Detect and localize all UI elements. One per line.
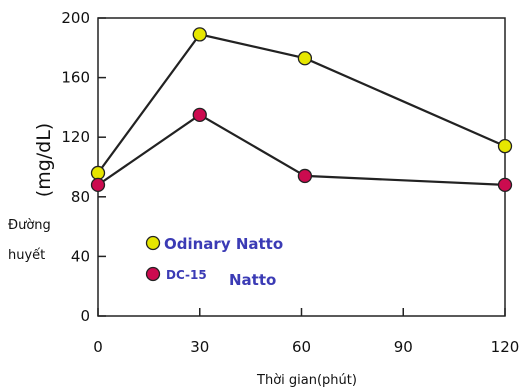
series-0-point <box>90 165 106 181</box>
y-tick-label: 40 <box>71 247 90 265</box>
x-axis-label: Thời gian(phút) <box>256 373 357 388</box>
series-1-point <box>497 177 513 193</box>
series-0-line <box>97 33 506 174</box>
legend-label-dc15-prefix: DC-15 <box>166 268 207 282</box>
y-tick-label: 80 <box>71 188 90 206</box>
legend-label-odinary-natto: Odinary Natto <box>164 235 283 253</box>
x-tick-label: 0 <box>93 338 103 356</box>
y-tick-label: 0 <box>80 307 90 325</box>
x-tick-label: 60 <box>292 338 311 356</box>
y-tick-label: 120 <box>61 128 90 146</box>
series-0-point <box>497 138 513 154</box>
y-axis-word-duong: Đường <box>8 218 51 233</box>
series-0-point <box>192 27 207 42</box>
y-axis-unit-label: (mg/dL) <box>33 123 55 197</box>
series-lines <box>97 33 506 186</box>
y-axis-word-huyet: huyết <box>8 248 45 263</box>
series-1-point <box>297 168 313 184</box>
series-0-point <box>297 51 313 66</box>
x-tick-label: 120 <box>491 338 520 356</box>
legend: Odinary Natto DC-15 Natto <box>145 235 283 289</box>
x-tick-label: 30 <box>190 338 209 356</box>
series-points <box>90 27 513 193</box>
legend-label-dc15-suffix: Natto <box>229 271 276 289</box>
y-axis-ticks: 0 40 80 120 160 200 <box>61 9 106 325</box>
series-1-point <box>192 107 207 122</box>
y-tick-label: 160 <box>61 69 90 87</box>
y-tick-label: 200 <box>61 9 90 27</box>
x-axis-ticks: 0 30 60 90 120 <box>93 308 519 356</box>
legend-marker-dc15-natto <box>145 266 161 282</box>
series-1-point <box>90 177 106 193</box>
legend-marker-odinary-natto <box>145 235 161 251</box>
x-tick-label: 90 <box>394 338 413 356</box>
series-1-line <box>97 113 506 186</box>
